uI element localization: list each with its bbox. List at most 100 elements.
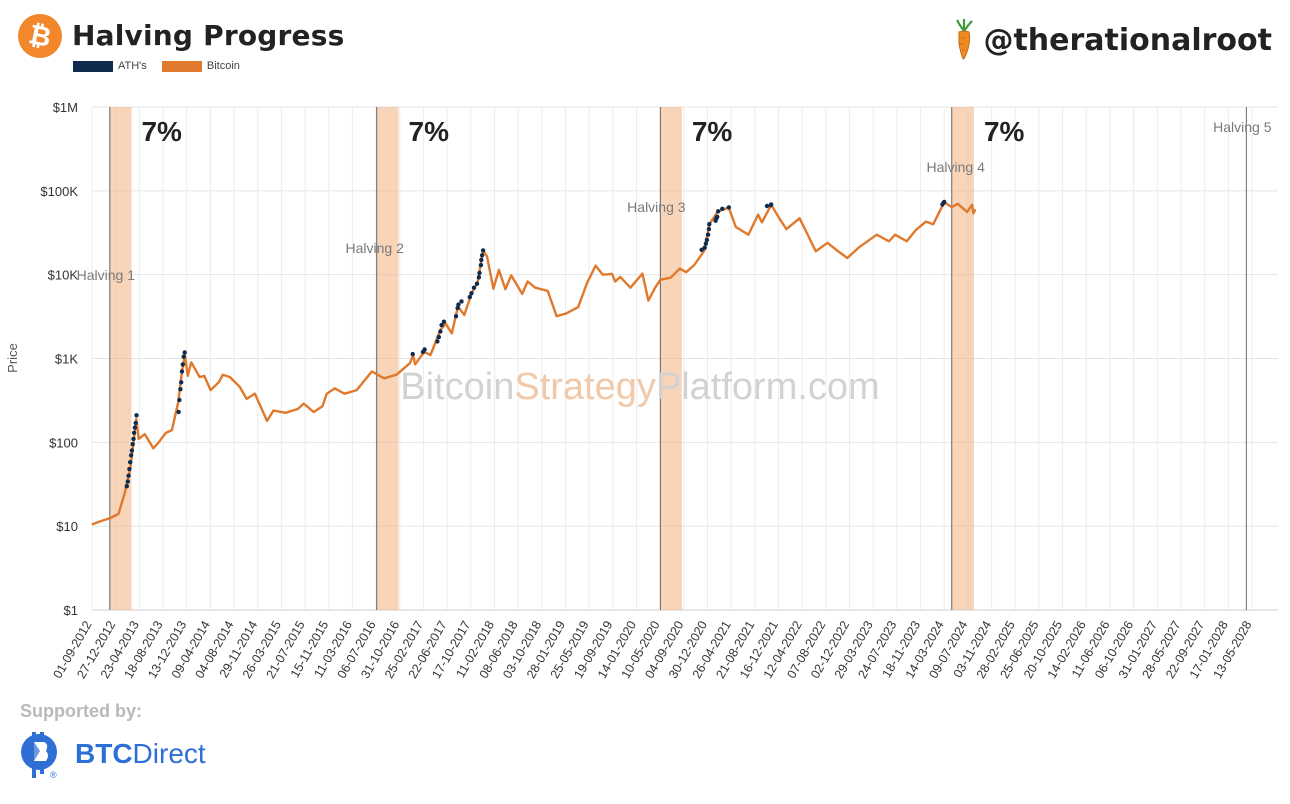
halving-labels: 7% Halving 1 7% Halving 2 7% Halving 3 7% Halvi… (77, 116, 1272, 283)
y-tick-label: $1M (53, 100, 78, 115)
ath-point (471, 285, 477, 290)
watermark-part-2: Strategy (514, 366, 656, 408)
chart-legend: ATH's Bitcoin (73, 60, 252, 75)
ath-point (435, 339, 440, 344)
legend-label-bitcoin: Bitcoin (206, 60, 240, 72)
ath-point (128, 453, 134, 458)
legend-swatch-bitcoin (161, 60, 202, 72)
y-tick-label: $1K (55, 352, 78, 367)
y-axis-labels: $1 $10 $100 $1K $10K $100K $1M (40, 100, 78, 618)
ath-point (480, 248, 486, 253)
y-axis-title: Price (5, 343, 20, 373)
halving-label: Halving 1 (77, 267, 136, 283)
y-tick-label: $1 (64, 603, 78, 618)
ath-point (476, 275, 482, 280)
ath-point (705, 232, 711, 237)
handle-text: @therationalroot (983, 22, 1272, 58)
watermark: BitcoinStrategyPlatform.com (400, 366, 879, 408)
bitcoin-logo-icon: ₿ (18, 14, 62, 58)
ath-point (176, 409, 181, 415)
ath-point (469, 291, 474, 296)
x-axis-labels: 01-09-201227-12-201223-04-201318-08-2013… (50, 618, 1254, 680)
legend-item-bitcoin[interactable]: Bitcoin (161, 60, 240, 72)
halving-label: Halving 3 (627, 199, 686, 215)
ath-point (125, 479, 130, 484)
ath-point (131, 436, 136, 442)
watermark-part-1: Bitcoin (400, 366, 514, 408)
halving-label: Halving 5 (1213, 119, 1272, 135)
header: ₿ Halving Progress ATH's Bitcoin @therat… (0, 0, 1290, 90)
halving-progress-label: 7% (984, 116, 1025, 147)
registered-mark: ® (50, 770, 57, 780)
ath-point (128, 460, 133, 465)
legend-item-ath[interactable]: ATH's (73, 60, 147, 72)
halving-progress-label: 7% (409, 116, 450, 147)
legend-swatch-ath (73, 60, 113, 72)
ath-point (769, 202, 774, 207)
ath-point (474, 281, 480, 286)
sponsor-name[interactable]: BTCDirect (75, 738, 206, 770)
ath-point (478, 262, 484, 268)
bitcoin-price-line (91, 201, 977, 526)
watermark-part-3: Platform.com (656, 366, 880, 408)
halving-progress-label: 7% (692, 116, 733, 147)
page-title: Halving Progress (72, 19, 345, 52)
ath-point (133, 420, 138, 426)
author-handle: @therationalroot (951, 18, 1272, 62)
ath-point (455, 305, 460, 311)
price-chart: BitcoinStrategyPlatform.com $1 $10 $100 $1K… (5, 100, 1278, 681)
halving-label: Halving 4 (927, 159, 986, 175)
y-tick-label: $10K (48, 268, 79, 283)
halving-label: Halving 2 (346, 240, 405, 256)
ath-point (703, 241, 709, 246)
ath-point (715, 214, 720, 219)
ath-point (479, 253, 485, 258)
y-tick-label: $10 (56, 519, 78, 534)
y-tick-label: $100K (40, 184, 78, 199)
ath-point (124, 484, 129, 489)
halving-progress-band (376, 107, 399, 610)
ath-point (180, 362, 185, 367)
ath-point (422, 347, 427, 352)
halving-progress-band (109, 107, 132, 610)
ath-point (179, 380, 184, 385)
ath-point (716, 209, 721, 214)
supported-by-label: Supported by: (20, 701, 142, 721)
sponsor-name-rest: Direct (132, 738, 206, 769)
ath-point (131, 430, 137, 435)
ath-point (479, 257, 484, 263)
halving-progress-label: 7% (141, 116, 182, 147)
ath-point (704, 237, 710, 243)
ath-point (438, 329, 443, 334)
halving-progress-band (660, 107, 682, 610)
ath-point (181, 354, 186, 359)
ath-point (764, 203, 770, 209)
ath-point (702, 245, 707, 250)
ath-point (707, 222, 712, 227)
series-layer (91, 199, 977, 526)
ath-point (132, 425, 138, 430)
btc-direct-logo-icon (21, 732, 57, 778)
legend-label-ath: ATH's (118, 60, 147, 72)
ath-point (177, 397, 182, 403)
ath-point (182, 350, 187, 355)
ath-point (134, 413, 139, 418)
ath-point (129, 448, 135, 453)
y-tick-label: $100 (49, 435, 78, 450)
ath-point (459, 299, 464, 304)
ath-point (439, 322, 444, 328)
ath-point (441, 319, 447, 324)
ath-point (726, 205, 731, 210)
ath-point (130, 442, 135, 447)
ath-point (456, 302, 461, 307)
ath-point (477, 270, 482, 276)
ath-point (453, 314, 459, 319)
ath-point (127, 466, 132, 472)
halving-progress-band (951, 107, 974, 610)
chart-grid (91, 106, 1278, 611)
ath-point (410, 351, 415, 357)
ath-point (178, 387, 183, 392)
sponsor-name-bold: BTC (75, 738, 133, 769)
ath-point (467, 294, 472, 300)
ath-point (942, 199, 947, 205)
